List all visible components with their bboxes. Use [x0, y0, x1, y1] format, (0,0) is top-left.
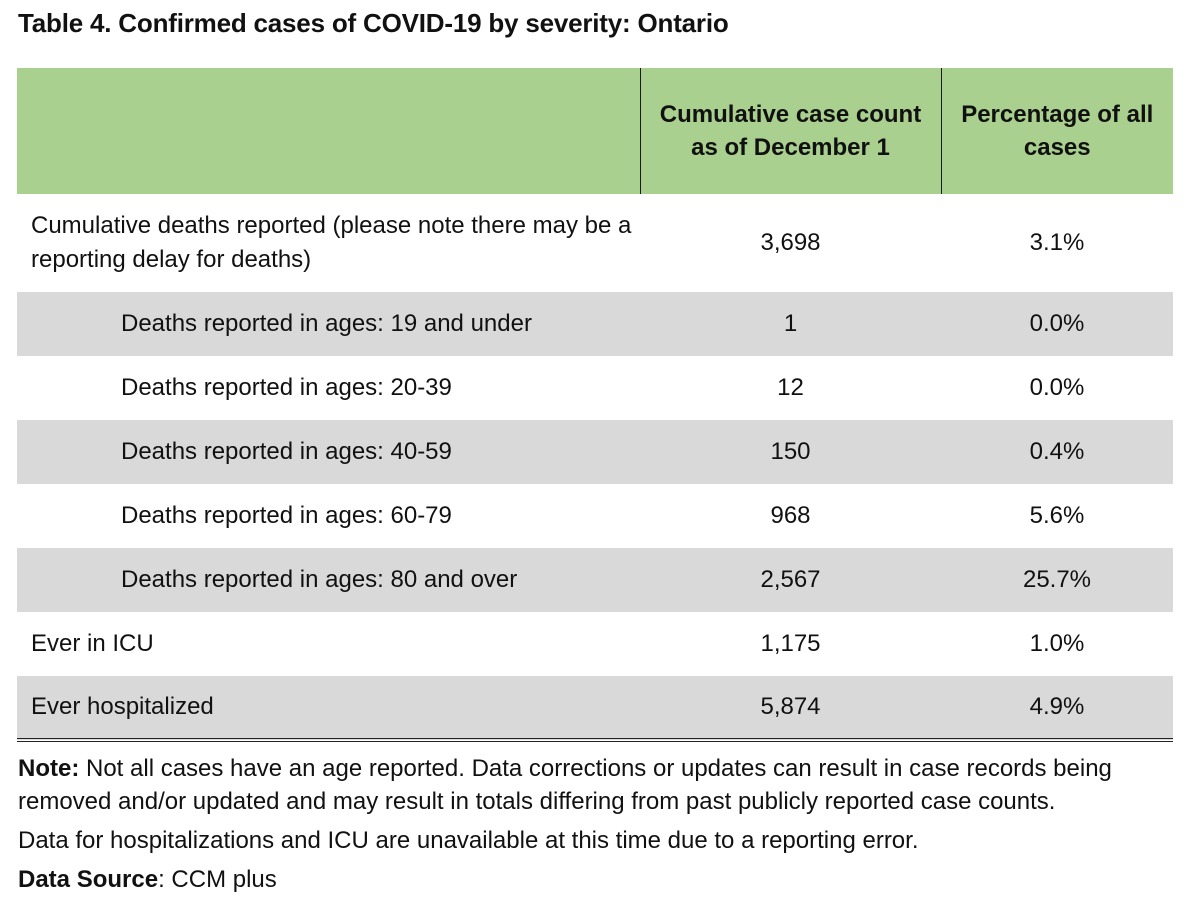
row-label: Deaths reported in ages: 60-79 [121, 502, 452, 529]
row-percent: 0.0% [941, 292, 1173, 356]
icu-note: Data for hospitalizations and ICU are un… [18, 827, 919, 854]
row-count: 2,567 [640, 548, 941, 612]
source-text: : CCM plus [158, 866, 277, 893]
row-count: 150 [640, 420, 941, 484]
table-row: Deaths reported in ages: 20-39 12 0.0% [17, 356, 1173, 420]
row-percent: 25.7% [941, 548, 1173, 612]
severity-table: Cumulative case count as of December 1 P… [17, 68, 1173, 742]
row-percent: 0.4% [941, 420, 1173, 484]
table-row: Deaths reported in ages: 60-79 968 5.6% [17, 484, 1173, 548]
table-row: Deaths reported in ages: 80 and over 2,5… [17, 548, 1173, 612]
table-row: Ever in ICU 1,175 1.0% [17, 612, 1173, 676]
table-row: Ever hospitalized 5,874 4.9% [17, 676, 1173, 742]
source-label: Data Source [18, 866, 159, 893]
note-paragraph: Note: Not all cases have an age reported… [18, 752, 1188, 818]
row-label: Deaths reported in ages: 20-39 [121, 374, 452, 401]
row-label: Deaths reported in ages: 19 and under [17, 292, 640, 356]
header-row: Cumulative case count as of December 1 P… [17, 68, 1173, 194]
table-notes: Note: Not all cases have an age reported… [18, 752, 1188, 896]
note-text: Not all cases have an age reported. Data… [18, 755, 1112, 815]
row-count: 5,874 [640, 676, 941, 742]
row-label: Deaths reported in ages: 40-59 [17, 420, 640, 484]
row-percent: 3.1% [1029, 229, 1085, 256]
header-cumulative-count: Cumulative case count as of December 1 [639, 68, 941, 194]
data-source: Data Source: CCM plus [18, 863, 1188, 896]
table-row: Deaths reported in ages: 40-59 150 0.4% [17, 420, 1173, 484]
row-percent: 0.0% [1029, 374, 1085, 401]
row-count: 3,698 [760, 229, 821, 256]
row-percent: 4.9% [941, 676, 1173, 742]
row-count: 12 [777, 374, 804, 401]
row-count: 1 [640, 292, 941, 356]
table-row: Cumulative deaths reported (please note … [17, 194, 1173, 292]
row-label: Ever in ICU [31, 630, 154, 657]
row-label: Deaths reported in ages: 80 and over [17, 548, 640, 612]
row-count: 1,175 [760, 630, 821, 657]
row-label: Cumulative deaths reported (please note … [31, 212, 632, 273]
note-label: Note: [18, 755, 80, 782]
table-row: Deaths reported in ages: 19 and under 1 … [17, 292, 1173, 356]
row-percent: 1.0% [1029, 630, 1085, 657]
row-label: Ever hospitalized [17, 676, 640, 742]
header-percentage: Percentage of all cases [940, 68, 1173, 194]
table-title: Table 4. Confirmed cases of COVID-19 by … [18, 8, 729, 38]
row-count: 968 [770, 502, 811, 529]
row-percent: 5.6% [1029, 502, 1085, 529]
header-blank-cell [17, 68, 640, 194]
